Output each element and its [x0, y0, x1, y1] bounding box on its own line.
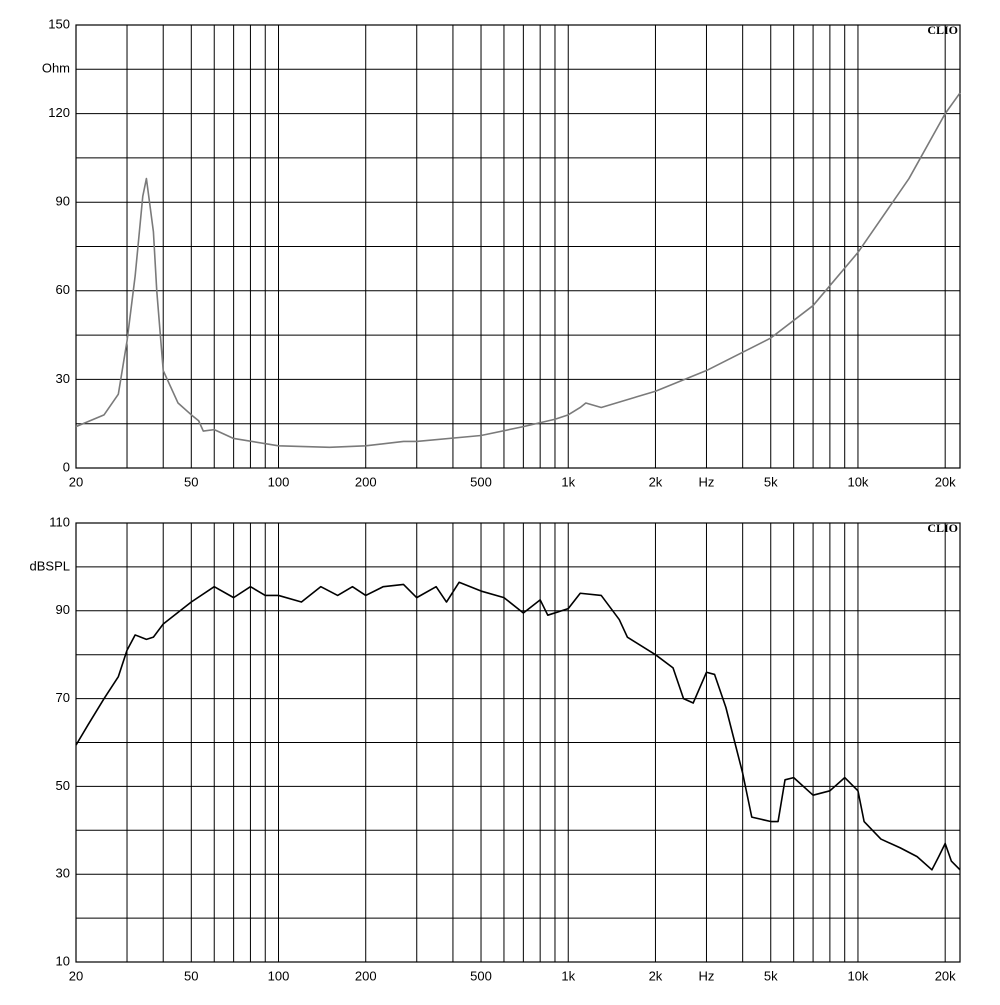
x-tick-label: 2k [649, 968, 663, 983]
y-tick-label: 90 [56, 194, 70, 209]
response-curve [75, 92, 961, 449]
y-tick-label: 30 [56, 371, 70, 386]
y-tick-label: 120 [48, 105, 70, 120]
x-tick-label: 5k [764, 968, 778, 983]
y-tick-label: 150 [48, 16, 70, 31]
y-tick-label: 70 [56, 690, 70, 705]
y-tick-label: dBSPL [30, 558, 70, 573]
chart-title: CLIO [927, 23, 958, 37]
x-tick-label: 5k [764, 474, 778, 489]
plot-frame [75, 24, 961, 469]
y-tick-label: 30 [56, 866, 70, 881]
x-tick-label: 500 [470, 474, 492, 489]
x-tick-label: 500 [470, 968, 492, 983]
y-tick-label: 10 [56, 953, 70, 968]
y-tick-label: 110 [49, 514, 70, 529]
x-tick-label: 200 [355, 474, 377, 489]
response-curve [75, 581, 961, 871]
x-tick-label: 50 [184, 474, 198, 489]
y-tick-label: Ohm [42, 61, 70, 76]
x-tick-label: 10k [847, 968, 868, 983]
x-tick-label: 100 [268, 968, 290, 983]
x-tick-label: 20 [69, 968, 83, 983]
x-tick-label: 20 [69, 474, 83, 489]
chart-title: CLIO [927, 521, 958, 535]
y-tick-label: 50 [56, 778, 70, 793]
plot-frame [75, 522, 961, 963]
y-tick-label: 90 [56, 602, 70, 617]
x-tick-label: 20k [935, 968, 956, 983]
x-tick-label: 1k [561, 968, 575, 983]
x-tick-label: 50 [184, 968, 198, 983]
x-tick-label: 200 [355, 968, 377, 983]
x-tick-label: Hz [699, 474, 715, 489]
x-tick-label: Hz [699, 968, 715, 983]
x-tick-label: 10k [847, 474, 868, 489]
x-tick-label: 20k [935, 474, 956, 489]
x-tick-label: 1k [561, 474, 575, 489]
x-tick-label: 100 [268, 474, 290, 489]
y-tick-label: 60 [56, 282, 70, 297]
y-tick-label: 0 [63, 459, 70, 474]
x-tick-label: 2k [649, 474, 663, 489]
